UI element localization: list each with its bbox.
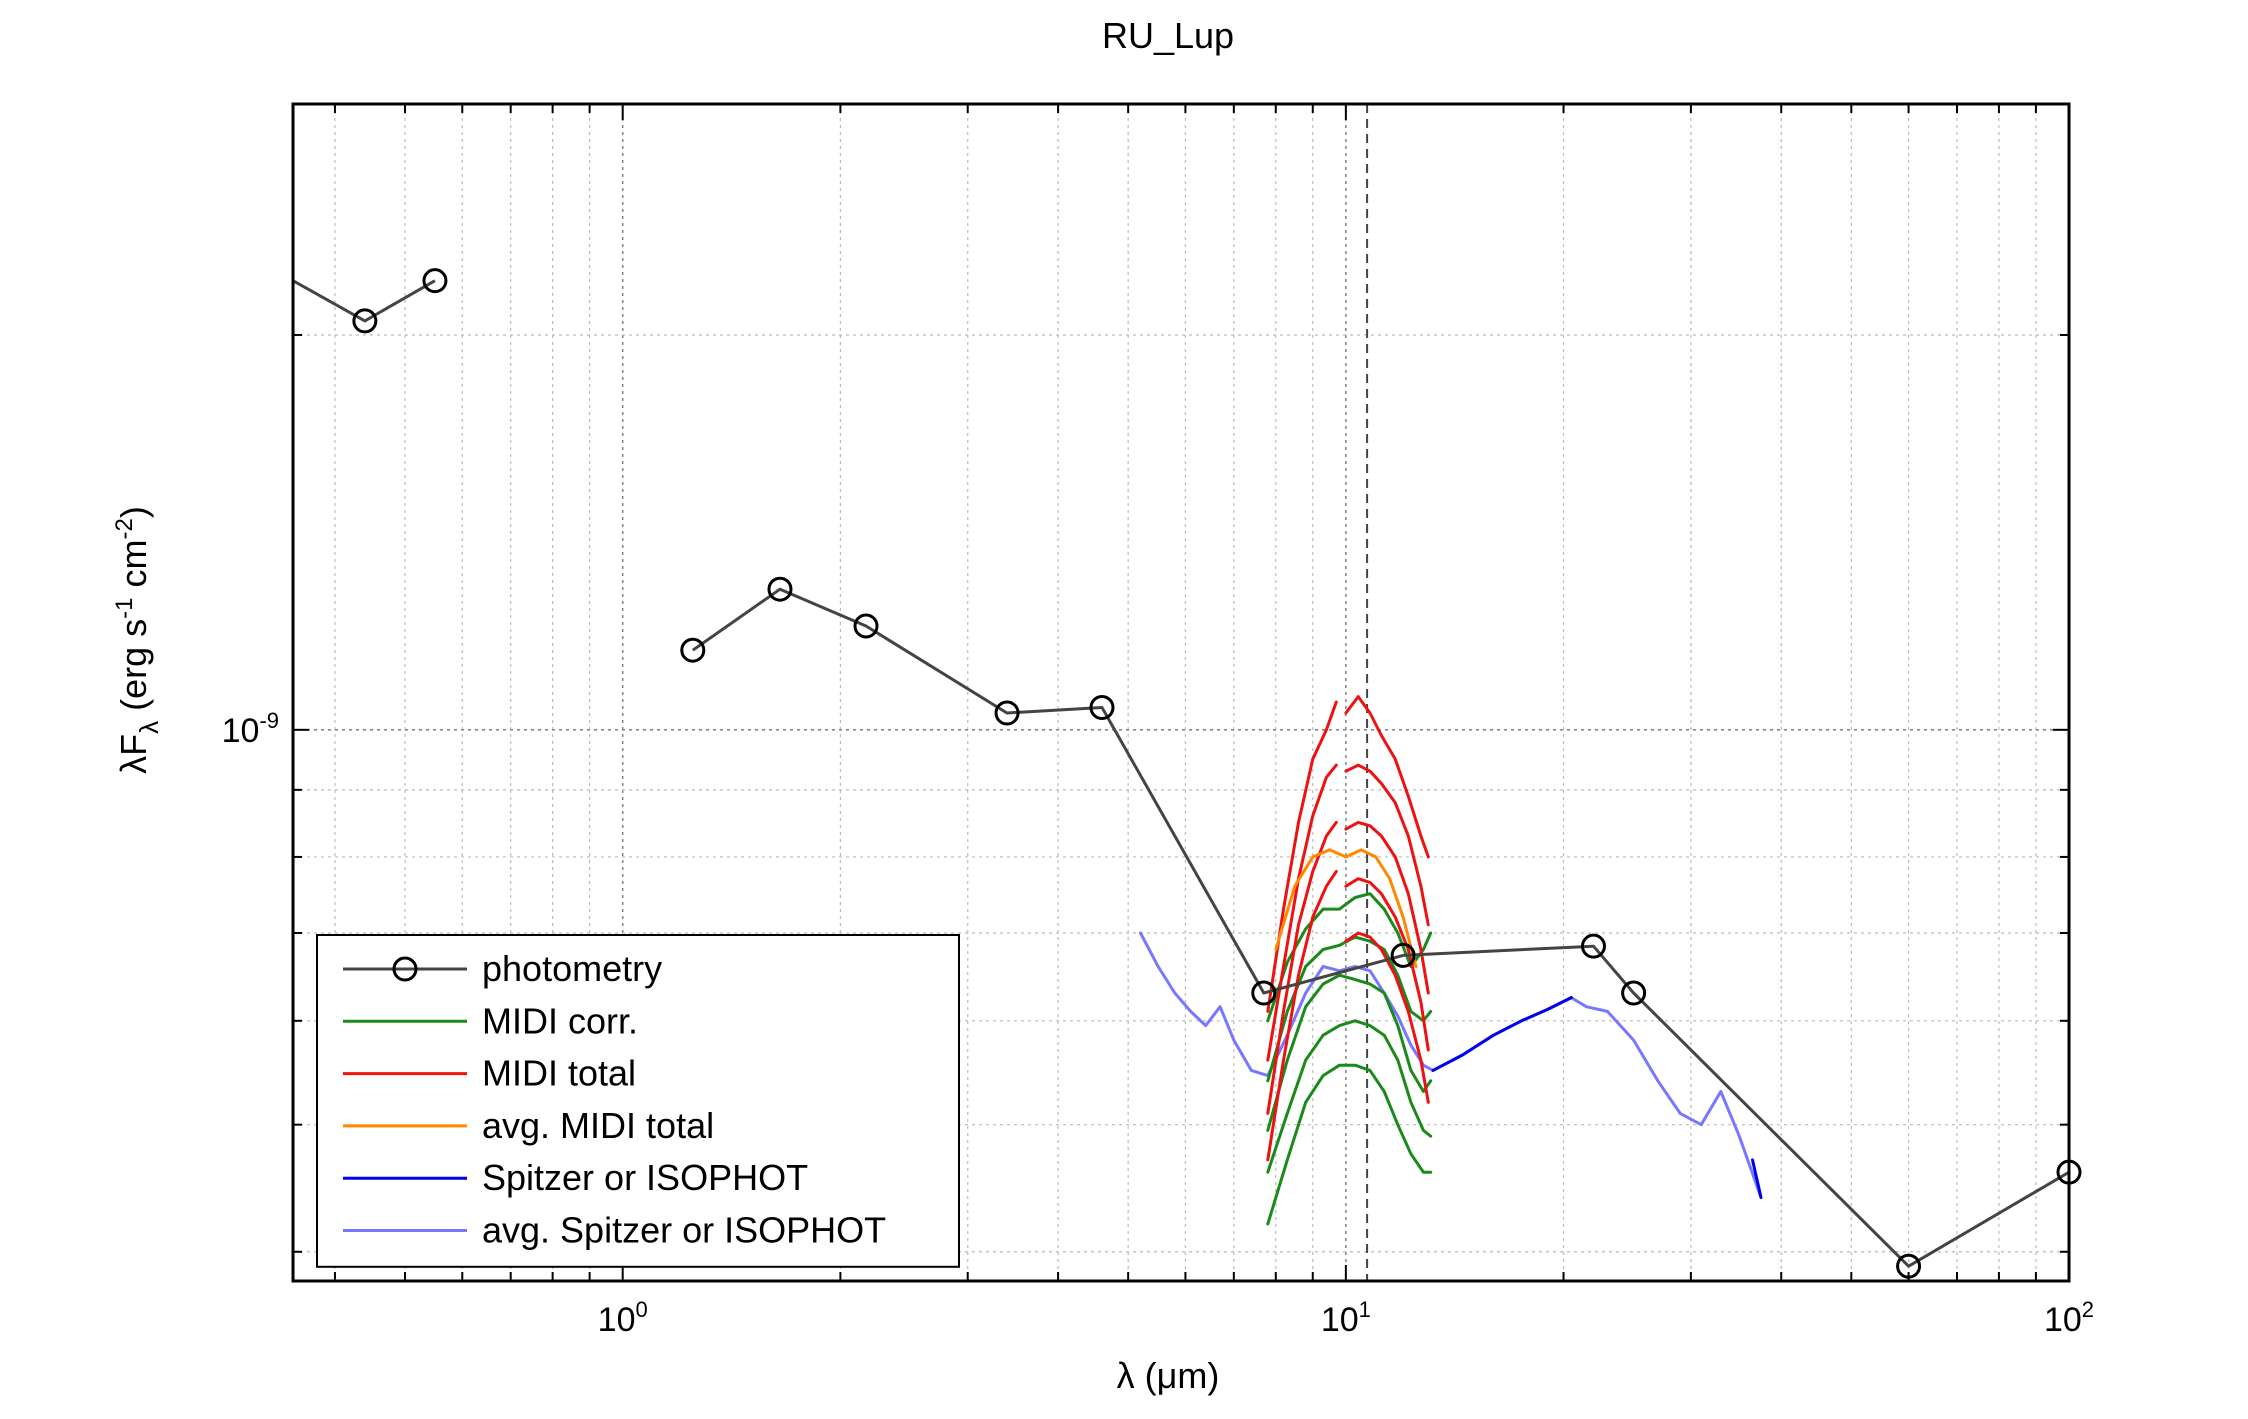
midi-corr-curve (1266, 935, 1433, 1083)
photometry-point (767, 576, 793, 602)
x-tick-label: 100 (598, 1297, 648, 1339)
series-midi-corr (1266, 892, 1433, 1226)
x-tick-label: 101 (1321, 1297, 1371, 1339)
photometry-point (994, 700, 1020, 726)
spitzer-curve (1751, 1158, 1763, 1199)
photometry-point (1580, 933, 1606, 959)
series-avg-spitzer (1139, 931, 1763, 1199)
spitzer-curve (1431, 996, 1573, 1072)
y-axis-label-subscript: λ (134, 721, 164, 734)
y-axis-label-sup2: -2 (111, 518, 138, 539)
avg-midi-total-curve (1274, 848, 1418, 968)
legend-marker (392, 956, 418, 982)
y-axis-label-sup1: -1 (111, 597, 138, 618)
photometry-point (853, 613, 879, 639)
chart-title: RU_Lup (1102, 15, 1234, 56)
midi-corr-curve (1266, 1063, 1433, 1226)
midi-total-curve (1266, 763, 1338, 1062)
y-tick-label: 10-9 (222, 708, 279, 750)
photometry-point (1621, 980, 1647, 1006)
svg-text:λFλ (erg s-1 cm-2): λFλ (erg s-1 cm-2) (111, 506, 164, 774)
legend-label: MIDI corr. (482, 1000, 638, 1041)
photometry-point (352, 308, 378, 334)
photometry-line (691, 587, 2070, 1268)
tick-labels: 100 101 102 10-9 (222, 708, 2094, 1339)
midi-total-curve (1344, 763, 1430, 927)
legend-label: avg. MIDI total (482, 1105, 714, 1146)
midi-total-curve (1266, 869, 1338, 1162)
series-avg-midi-total (1274, 848, 1418, 968)
plot-frame (291, 102, 2071, 1283)
x-axis-label: λ (μm) (1117, 1355, 1220, 1396)
photometry-point (422, 268, 448, 294)
photometry-line (292, 279, 436, 323)
y-axis-label-units: (erg s-1 cm-2) (111, 506, 154, 721)
midi-total-curve (1266, 700, 1338, 1013)
x-tick-label: 102 (2044, 1297, 2094, 1339)
midi-total-curve (1344, 931, 1430, 1104)
legend-box (316, 934, 960, 1268)
series-layer (292, 268, 2082, 1279)
series-midi-total (1266, 695, 1430, 1162)
midi-corr-curve (1266, 973, 1433, 1132)
legend-label: MIDI total (482, 1053, 636, 1094)
midi-total-curve (1344, 695, 1430, 859)
legend: photometry MIDI corr. MIDI total avg. MIDI … (316, 934, 960, 1268)
photometry-point (1251, 980, 1277, 1006)
photometry-point (680, 637, 706, 663)
series-spitzer (1431, 996, 1763, 1199)
midi-corr-curve (1266, 1019, 1433, 1174)
midi-total-curve (1344, 820, 1430, 995)
midi-total-curve (1266, 820, 1338, 1115)
legend-label: photometry (482, 948, 662, 989)
y-axis-label: λFλ (erg s-1 cm-2) (111, 506, 164, 774)
legend-label: Spitzer or ISOPHOT (482, 1157, 808, 1198)
series-photometry (292, 268, 2082, 1279)
legend-label: avg. Spitzer or ISOPHOT (482, 1210, 886, 1251)
photometry-point (1089, 694, 1115, 720)
avg-spitzer-curve (1139, 931, 1763, 1199)
y-axis-label-main: λF (113, 734, 154, 774)
photometry-point (1390, 942, 1416, 968)
midi-total-curve (1344, 877, 1430, 1052)
